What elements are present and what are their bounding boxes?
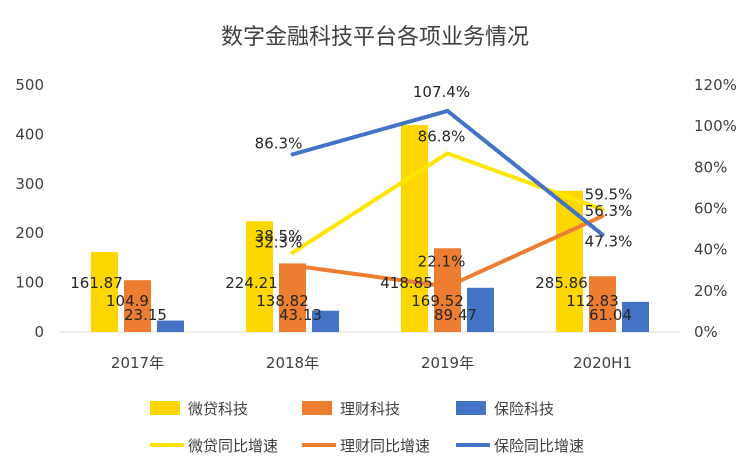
line-data-label: 86.3% bbox=[255, 134, 303, 152]
bar-data-label: 43.13 bbox=[279, 306, 322, 324]
y-left-tick-label: 500 bbox=[15, 76, 44, 94]
bar-1 bbox=[589, 276, 616, 332]
line-data-label: 86.8% bbox=[418, 127, 466, 145]
bar-data-label: 89.47 bbox=[434, 306, 477, 324]
bar-data-label: 418.85 bbox=[380, 274, 433, 292]
bar-data-label: 169.52 bbox=[411, 292, 464, 310]
legend-swatch-bar bbox=[456, 401, 486, 415]
line-data-label: 22.1% bbox=[418, 253, 466, 271]
bar-data-label: 112.83 bbox=[566, 292, 619, 310]
bar-data-label: 23.15 bbox=[124, 306, 167, 324]
bar-0 bbox=[91, 252, 118, 332]
y-left-tick-label: 200 bbox=[15, 224, 44, 242]
x-tick-label: 2017年 bbox=[111, 354, 164, 372]
chart-title: 数字金融科技平台各项业务情况 bbox=[221, 25, 529, 50]
legend-label: 理财科技 bbox=[340, 400, 400, 418]
bar-data-label: 104.9 bbox=[106, 292, 149, 310]
x-tick-label: 2019年 bbox=[421, 354, 474, 372]
y-right-tick-label: 40% bbox=[694, 241, 727, 259]
legend-swatch-bar bbox=[150, 401, 180, 415]
legend-label: 微贷同比增速 bbox=[188, 437, 278, 455]
bar-2 bbox=[467, 287, 494, 332]
y-left-tick-label: 300 bbox=[15, 175, 44, 193]
line-data-label: 38.5% bbox=[255, 227, 303, 245]
y-right-tick-label: 120% bbox=[694, 76, 737, 94]
y-left-tick-label: 0 bbox=[34, 323, 44, 341]
line-data-label: 47.3% bbox=[585, 233, 633, 251]
x-tick-label: 2018年 bbox=[266, 354, 319, 372]
y-left-tick-label: 100 bbox=[15, 274, 44, 292]
line-data-label: 56.3% bbox=[585, 202, 633, 220]
bar-data-label: 138.82 bbox=[256, 292, 309, 310]
data-labels-group: 161.87 224.21 418.85 285.86 104.9 138.82 169.5… bbox=[70, 83, 632, 324]
legend-label: 微贷科技 bbox=[188, 400, 248, 418]
bar-series-group bbox=[91, 125, 649, 332]
bar-2 bbox=[312, 310, 339, 332]
line-series-0 bbox=[290, 151, 605, 255]
bar-0 bbox=[401, 125, 428, 332]
bar-2 bbox=[622, 301, 649, 332]
bar-data-label: 161.87 bbox=[70, 274, 123, 292]
bar-data-label: 285.86 bbox=[535, 274, 588, 292]
bar-1 bbox=[434, 248, 461, 332]
bar-1 bbox=[124, 280, 151, 332]
bar-data-label: 61.04 bbox=[589, 306, 632, 324]
bar-data-label: 224.21 bbox=[225, 274, 278, 292]
x-tick-label: 2020H1 bbox=[573, 354, 632, 372]
bar-1 bbox=[279, 263, 306, 332]
legend-label: 保险科技 bbox=[494, 400, 554, 418]
line-data-label: 107.4% bbox=[413, 83, 470, 101]
line-series-group bbox=[290, 108, 605, 289]
bar-0 bbox=[246, 221, 273, 332]
y-right-tick-label: 0% bbox=[694, 323, 718, 341]
line-series-2 bbox=[290, 108, 605, 237]
line-data-label: 59.5% bbox=[585, 186, 633, 204]
line-data-label: 32.3% bbox=[255, 234, 303, 252]
legend-swatch-bar bbox=[302, 401, 332, 415]
bar-0 bbox=[556, 190, 583, 332]
y-right-tick-label: 60% bbox=[694, 200, 727, 218]
y-right-tick-label: 100% bbox=[694, 117, 737, 135]
y-right-tick-label: 80% bbox=[694, 158, 727, 176]
y-left-tick-label: 400 bbox=[15, 125, 44, 143]
legend-label: 保险同比增速 bbox=[494, 437, 584, 455]
line-series-1 bbox=[290, 214, 605, 289]
bar-2 bbox=[157, 320, 184, 332]
y-right-tick-label: 20% bbox=[694, 282, 727, 300]
axes: 0 100 200 300 400 500 0% 20% 40% 60% 80% 100% 120% 20… bbox=[15, 76, 737, 372]
legend-label: 理财同比增速 bbox=[340, 437, 430, 455]
